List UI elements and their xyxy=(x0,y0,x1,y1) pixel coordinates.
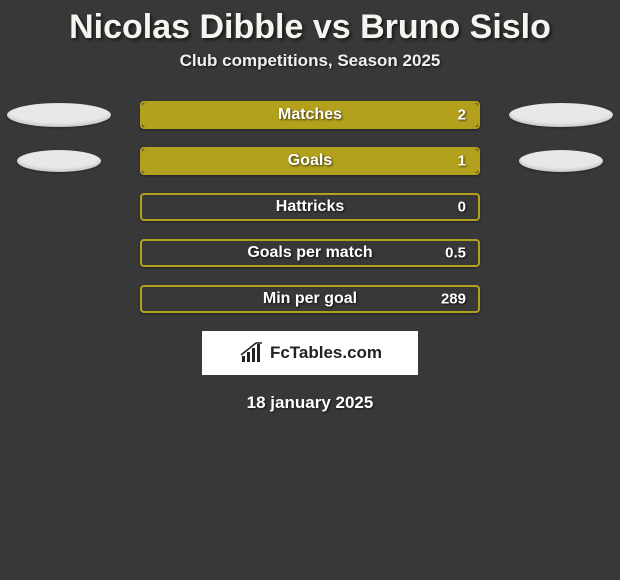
stat-row: Goals per match 0.5 xyxy=(0,239,620,267)
stat-value-right: 2 xyxy=(458,107,466,124)
stat-value-right: 0 xyxy=(458,199,466,216)
stat-bar: Goals per match 0.5 xyxy=(140,239,480,267)
stat-label: Matches xyxy=(278,106,342,124)
stat-label: Goals per match xyxy=(247,244,372,262)
ellipse-icon xyxy=(17,150,101,172)
stat-bar: Matches 2 xyxy=(140,101,480,129)
right-player-marker xyxy=(506,285,616,313)
stat-row: Hattricks 0 xyxy=(0,193,620,221)
stat-row: Min per goal 289 xyxy=(0,285,620,313)
ellipse-icon xyxy=(519,150,603,172)
stat-row: Matches 2 xyxy=(0,101,620,129)
right-player-marker xyxy=(506,101,616,129)
stat-value-right: 1 xyxy=(458,153,466,170)
ellipse-icon xyxy=(509,103,613,127)
stats-rows: Matches 2 Goals 1 Hattricks 0 Goals per match 0… xyxy=(0,101,620,313)
left-player-marker xyxy=(4,101,114,129)
comparison-title: Nicolas Dibble vs Bruno Sislo xyxy=(0,0,620,51)
stat-bar: Min per goal 289 xyxy=(140,285,480,313)
ellipse-icon xyxy=(7,103,111,127)
stat-label: Hattricks xyxy=(276,198,344,216)
left-player-marker xyxy=(4,147,114,175)
left-player-marker xyxy=(4,239,114,267)
brand-text: FcTables.com xyxy=(270,343,382,363)
left-player-marker xyxy=(4,285,114,313)
stat-bar: Hattricks 0 xyxy=(140,193,480,221)
brand-box: FcTables.com xyxy=(202,331,418,375)
stat-value-right: 289 xyxy=(441,291,466,308)
stat-value-right: 0.5 xyxy=(445,245,466,262)
stat-label: Min per goal xyxy=(263,290,357,308)
brand-chart-icon xyxy=(238,342,266,364)
left-player-marker xyxy=(4,193,114,221)
comparison-subtitle: Club competitions, Season 2025 xyxy=(0,51,620,71)
right-player-marker xyxy=(506,239,616,267)
stat-bar: Goals 1 xyxy=(140,147,480,175)
snapshot-date: 18 january 2025 xyxy=(0,393,620,413)
stat-row: Goals 1 xyxy=(0,147,620,175)
stat-label: Goals xyxy=(288,152,332,170)
right-player-marker xyxy=(506,147,616,175)
right-player-marker xyxy=(506,193,616,221)
